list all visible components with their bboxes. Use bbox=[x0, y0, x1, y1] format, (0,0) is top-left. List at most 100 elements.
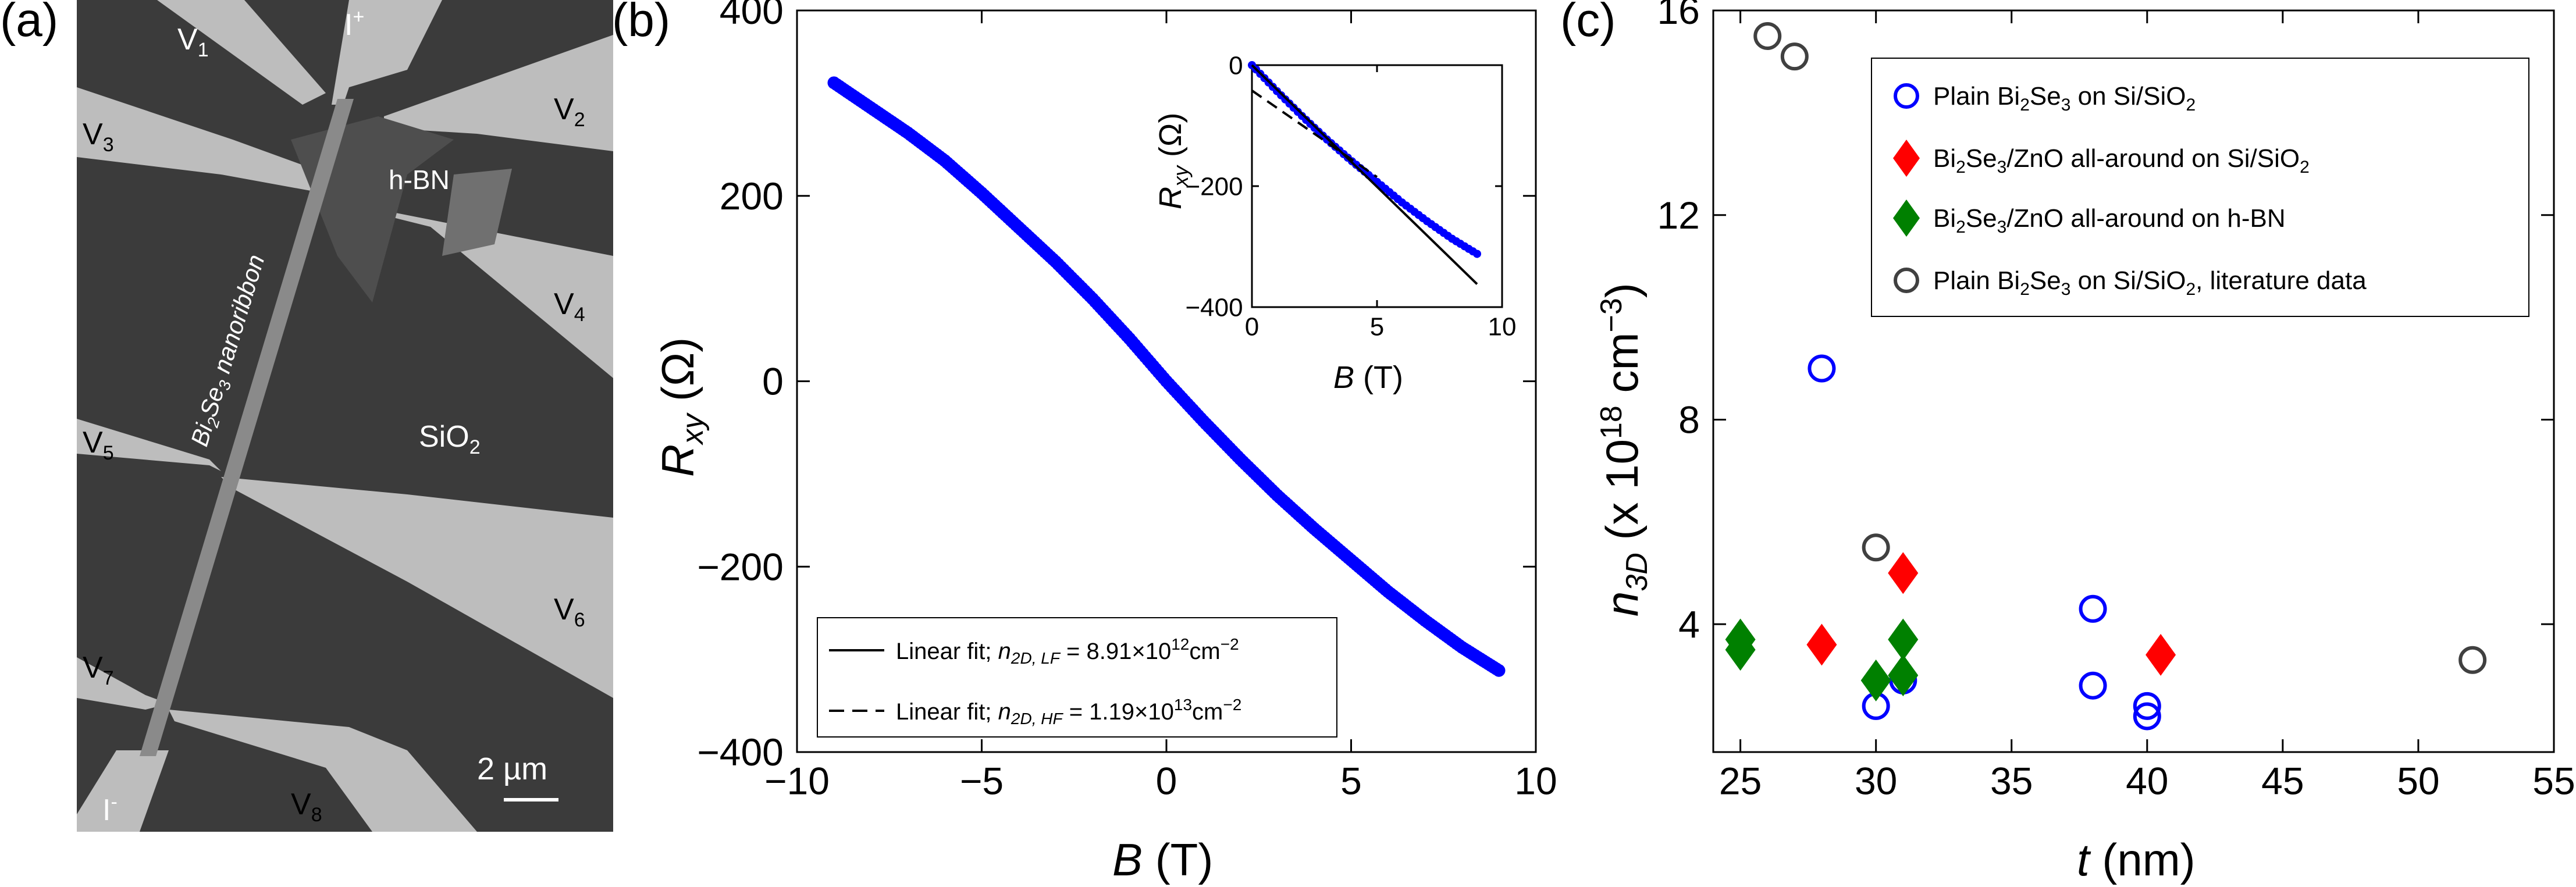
b-ytick-label: −400 bbox=[697, 731, 784, 774]
inset-ticks: 0 5 10 −400 −200 0 bbox=[1185, 51, 1516, 341]
b-legend-entry-1: Linear fit; n2D, LF = 8.91×1012cm−2 bbox=[896, 635, 1239, 667]
c-point-series-4 bbox=[1862, 533, 1890, 562]
inset-fit-lf-line bbox=[1251, 64, 1478, 285]
c-xtick-label: 40 bbox=[2126, 760, 2168, 803]
electrode-v5 bbox=[77, 419, 221, 471]
b-xtick-label: 10 bbox=[1514, 760, 1557, 803]
electrode-v7 bbox=[77, 657, 169, 710]
b-data-point bbox=[1492, 664, 1506, 677]
label-v2: V2 bbox=[554, 92, 585, 131]
c-point-series-1 bbox=[2079, 594, 2107, 623]
c-point-series-1 bbox=[2133, 702, 2161, 731]
label-v3: V3 bbox=[83, 117, 114, 156]
c-legend-entry-4: Plain Bi2Se3 on Si/SiO2, literature data bbox=[1933, 266, 2367, 299]
electrode-v1 bbox=[157, 0, 326, 105]
c-point-series-3 bbox=[1860, 659, 1891, 701]
inset-xtick-label: 10 bbox=[1488, 312, 1517, 341]
label-sio2: SiO2 bbox=[419, 420, 481, 458]
inset-ytick-label: −200 bbox=[1185, 172, 1243, 201]
c-legend-marker-3 bbox=[1893, 200, 1920, 237]
c-point-series-2 bbox=[1806, 624, 1837, 666]
c-xlabel: t (nm) bbox=[2077, 834, 2196, 885]
panel-label-a: (a) bbox=[0, 0, 58, 47]
label-v1: V1 bbox=[177, 23, 209, 61]
c-point-series-3 bbox=[1888, 654, 1919, 697]
b-ticks: −10 −5 0 5 10 −400 −200 0 200 400 bbox=[697, 0, 1557, 803]
b-ylabel: Rxy (Ω) bbox=[652, 337, 710, 477]
b-xlabel: B (T) bbox=[1112, 834, 1213, 885]
nanoribbon bbox=[140, 99, 354, 756]
inset-ylabel: Rxy (Ω) bbox=[1153, 113, 1193, 209]
c-xtick-label: 25 bbox=[1719, 760, 1762, 803]
chart-b-inset: 0 5 10 −400 −200 0 Rxy (Ω) B (T) bbox=[1153, 51, 1516, 395]
b-series bbox=[827, 76, 1506, 677]
c-ytick-label: 16 bbox=[1657, 0, 1699, 32]
b-legend-entry-2: Linear fit; n2D, HF = 1.19×1013cm−2 bbox=[896, 696, 1241, 728]
c-xtick-label: 50 bbox=[2397, 760, 2439, 803]
c-ylabel: n3D (x 1018 cm−3) bbox=[1595, 283, 1654, 617]
b-xtick-label: 0 bbox=[1156, 760, 1177, 803]
chart-c: 25 30 35 40 45 50 55 4 8 12 16 n3D (x 1018 cm−3) t… bbox=[1595, 0, 2575, 885]
c-point-series-1 bbox=[2133, 692, 2161, 720]
c-point-series-1 bbox=[2079, 671, 2107, 700]
c-legend-marker-1 bbox=[1894, 83, 1919, 109]
electrode-v8 bbox=[169, 710, 477, 832]
c-point-series-4 bbox=[2458, 646, 2487, 674]
panel-label-c: (c) bbox=[1560, 0, 1616, 47]
label-v8: V8 bbox=[291, 788, 322, 826]
electrode-iminus bbox=[77, 750, 169, 832]
label-scalebar: 2 µm bbox=[477, 751, 547, 786]
axes-frame-c bbox=[1712, 9, 2555, 753]
chart-b-main: −10 −5 0 5 10 −400 −200 0 200 400 Rxy (Ω) B (T) L… bbox=[652, 0, 1557, 885]
inset-xtick-label: 5 bbox=[1370, 312, 1384, 341]
c-ytick-label: 8 bbox=[1678, 398, 1700, 441]
panel-label-b: (b) bbox=[612, 0, 670, 47]
c-point-series-2 bbox=[1888, 552, 1919, 594]
b-ytick-label: 200 bbox=[720, 174, 784, 218]
c-xtick-label: 30 bbox=[1855, 760, 1897, 803]
b-xtick-label: −10 bbox=[764, 760, 830, 803]
c-xtick-label: 45 bbox=[2261, 760, 2304, 803]
inset-ytick-label: 0 bbox=[1229, 51, 1243, 80]
inset-xtick-label: 0 bbox=[1245, 312, 1259, 341]
b-legend: Linear fit; n2D, LF = 8.91×1012cm−2 Line… bbox=[817, 617, 1337, 738]
c-point-series-4 bbox=[1753, 22, 1782, 50]
c-ticks: 25 30 35 40 45 50 55 4 8 12 16 bbox=[1657, 0, 2575, 803]
inset-series bbox=[1248, 61, 1481, 285]
b-xtick-label: 5 bbox=[1340, 760, 1362, 803]
inset-ytick-label: −400 bbox=[1185, 293, 1243, 322]
electrode-iplus bbox=[332, 0, 442, 105]
c-ytick-label: 4 bbox=[1678, 603, 1700, 646]
c-ytick-label: 12 bbox=[1657, 194, 1699, 237]
c-legend: Plain Bi2Se3 on Si/SiO2 Bi2Se3/ZnO all-a… bbox=[1871, 58, 2529, 317]
c-point-series-4 bbox=[1780, 42, 1809, 71]
b-ytick-label: 0 bbox=[762, 360, 784, 403]
electrode-v4 bbox=[349, 204, 613, 378]
inset-fit-hf-line bbox=[1251, 90, 1378, 179]
inset-data-point bbox=[1473, 250, 1481, 258]
inset-xlabel: B (T) bbox=[1333, 360, 1403, 395]
c-legend-entry-2: Bi2Se3/ZnO all-around on Si/SiO2 bbox=[1933, 144, 2310, 177]
label-v6: V6 bbox=[554, 593, 585, 631]
electrode-v2 bbox=[384, 35, 613, 151]
hbn-flake-edge bbox=[442, 169, 512, 256]
b-ytick-label: −200 bbox=[697, 545, 784, 588]
c-xtick-label: 35 bbox=[1990, 760, 2033, 803]
c-point-series-3 bbox=[1888, 618, 1919, 661]
c-legend-entry-1: Plain Bi2Se3 on Si/SiO2 bbox=[1933, 82, 2196, 115]
b-ytick-label: 400 bbox=[720, 0, 784, 32]
electrode-v3 bbox=[77, 87, 361, 198]
c-legend-entry-3: Bi2Se3/ZnO all-around on h-BN bbox=[1933, 204, 2286, 237]
label-hbn: h-BN bbox=[389, 165, 450, 195]
label-v4: V4 bbox=[554, 287, 585, 326]
label-v5: V5 bbox=[83, 426, 114, 464]
label-iplus: I+ bbox=[344, 6, 364, 42]
c-legend-marker-4 bbox=[1894, 268, 1919, 293]
c-xtick-label: 55 bbox=[2532, 760, 2575, 803]
c-legend-marker-2 bbox=[1893, 140, 1920, 177]
b-legend-box bbox=[817, 617, 1337, 738]
electrode-v6 bbox=[221, 477, 613, 698]
label-iminus: I- bbox=[102, 791, 118, 827]
c-point-series-1 bbox=[1808, 354, 1836, 383]
